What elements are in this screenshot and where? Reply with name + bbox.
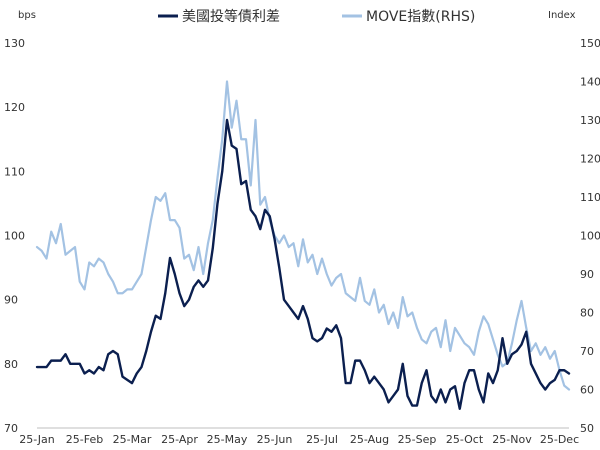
- left-axis-unit: bps: [18, 10, 36, 21]
- right-y-tick-label: 130: [580, 114, 600, 127]
- left-y-tick-label: 130: [4, 37, 25, 50]
- x-tick-label: 25-Nov: [492, 433, 532, 446]
- legend: 美國投等債利差 MOVE指數(RHS): [158, 8, 475, 25]
- right-y-tick-label: 70: [580, 345, 594, 358]
- plot-lines: [35, 80, 571, 410]
- x-tick-label: 25-Sep: [398, 433, 437, 446]
- right-y-tick-label: 90: [580, 268, 594, 281]
- axes: 70 80 90 100 110 120 130 50 60 70 80 90 100 110 120 130…: [4, 37, 600, 446]
- right-y-tick-label: 110: [580, 191, 600, 204]
- x-tick-label: 25-Apr: [161, 433, 198, 446]
- x-tick-label: 25-Dec: [540, 433, 579, 446]
- right-axis-unit: Index: [548, 10, 576, 21]
- series-line-move: [35, 80, 571, 391]
- x-tick-label: 25-Oct: [446, 433, 484, 446]
- left-y-tick-label: 80: [4, 358, 18, 371]
- x-tick-label: 25-Aug: [350, 433, 389, 446]
- x-tick-label: 25-Jan: [19, 433, 55, 446]
- left-y-tick-label: 70: [4, 422, 18, 435]
- left-y-tick-label: 90: [4, 294, 18, 307]
- x-tick-label: 25-Feb: [66, 433, 103, 446]
- right-y-tick-label: 60: [580, 384, 594, 397]
- right-y-tick-label: 120: [580, 153, 600, 166]
- right-y-tick-label: 100: [580, 230, 600, 243]
- right-y-tick-label: 140: [580, 76, 600, 89]
- legend-label-spread: 美國投等債利差: [182, 8, 280, 25]
- left-y-tick-label: 120: [4, 101, 25, 114]
- right-y-tick-label: 50: [580, 422, 594, 435]
- x-tick-label: 25-Jul: [306, 433, 338, 446]
- right-y-tick-label: 150: [580, 37, 600, 50]
- left-y-tick-label: 100: [4, 230, 25, 243]
- x-tick-label: 25-May: [207, 433, 248, 446]
- right-y-tick-label: 80: [580, 307, 594, 320]
- x-tick-label: 25-Jun: [257, 433, 293, 446]
- x-tick-label: 25-Mar: [113, 433, 152, 446]
- left-y-tick-label: 110: [4, 165, 25, 178]
- series-line-spread: [35, 118, 571, 410]
- legend-label-move: MOVE指數(RHS): [366, 9, 475, 25]
